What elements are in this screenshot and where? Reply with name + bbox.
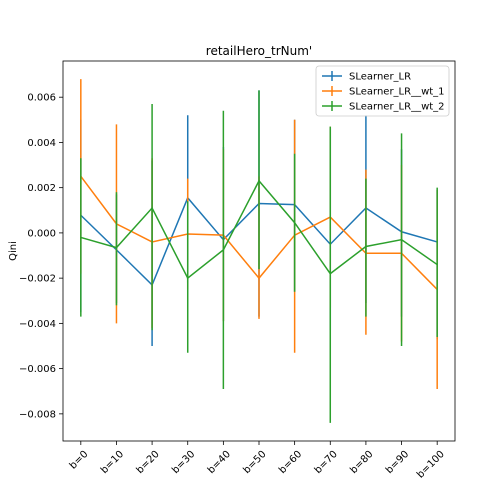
x-tick-label: b=10: [99, 449, 126, 476]
y-tick-label: −0.004: [19, 319, 56, 330]
x-tick-label: b=40: [206, 449, 233, 476]
y-tick-label: 0.004: [27, 138, 56, 149]
series-layer: [80, 79, 438, 423]
x-tick-label: b=50: [241, 449, 268, 476]
y-tick-label: −0.006: [19, 364, 56, 375]
y-tick-label: 0.002: [27, 183, 56, 194]
x-tick-label: b=20: [135, 449, 162, 476]
series-3: [80, 90, 438, 423]
y-tick-label: 0.006: [27, 93, 56, 104]
chart-title: retailHero_trNum': [206, 44, 312, 58]
legend-box: [315, 65, 450, 117]
x-tick-label: b=60: [277, 449, 304, 476]
data-point: [151, 207, 153, 209]
x-tick-label: b=70: [313, 449, 340, 476]
data-point: [258, 277, 260, 279]
data-point: [222, 249, 225, 251]
y-tick-label: −0.002: [19, 274, 56, 285]
legend-label: SLearner_LR: [349, 72, 411, 83]
data-point: [115, 246, 118, 249]
x-tick-label: b=100: [415, 449, 447, 481]
x-tick-label: b=90: [384, 449, 411, 476]
data-point: [400, 238, 403, 241]
data-point: [258, 180, 260, 182]
data-point: [365, 245, 367, 248]
y-axis: −0.008 −0.006 −0.004 −0.002 0.000 0.002 0.004 0…: [19, 93, 63, 420]
y-axis-label: Qini: [8, 241, 19, 261]
data-point: [80, 236, 82, 239]
legend-label: SLearner_LR__wt_2: [349, 102, 445, 113]
legend: SLearner_LR SLearner_LR__wt_1 SLearner_LR_…: [315, 65, 450, 117]
x-tick-label: b=30: [170, 449, 197, 476]
y-tick-label: 0.000: [27, 228, 56, 239]
data-point: [293, 221, 296, 224]
x-axis: b=0 b=10 b=20 b=30 b=40 b=50 b=60 b=70 b=80 b=90 b…: [68, 441, 447, 481]
x-tick-label: b=80: [348, 449, 375, 476]
data-point: [329, 272, 332, 275]
data-point: [186, 277, 189, 279]
x-tick-label: b=0: [68, 449, 91, 472]
data-point: [436, 263, 438, 266]
y-tick-label: −0.008: [19, 409, 56, 420]
legend-label: SLearner_LR__wt_1: [349, 87, 445, 98]
